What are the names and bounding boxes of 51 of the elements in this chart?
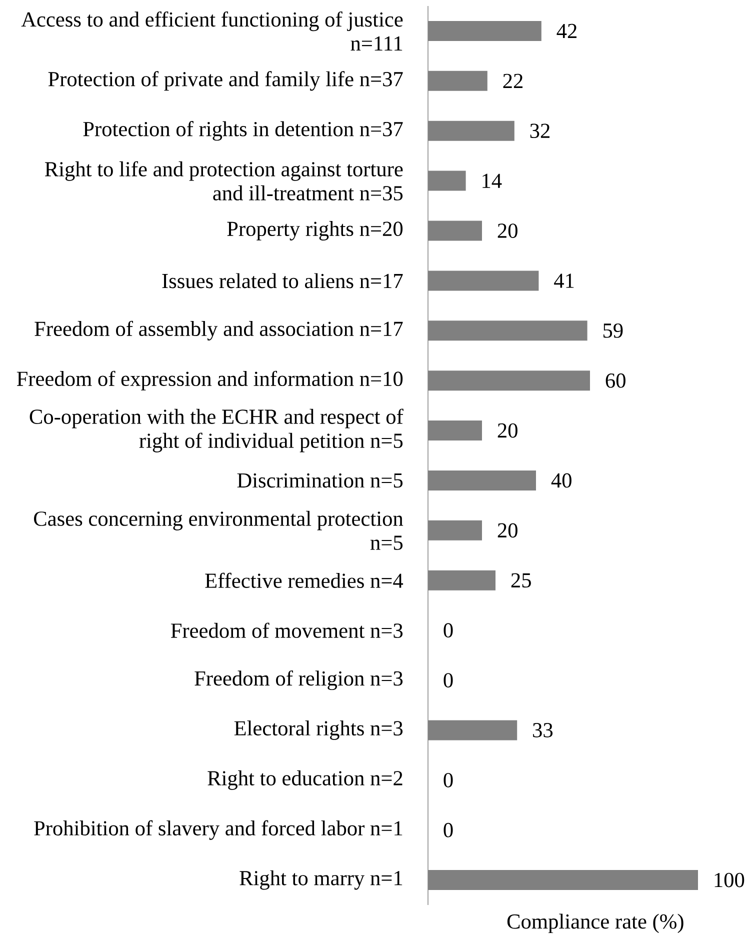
y-tick-label: Protection of private and family life n=37 xyxy=(48,71,403,91)
data-label: 14 xyxy=(482,174,502,188)
y-tick-label: Freedom of religion n=3 xyxy=(194,670,403,690)
data-label: 22 xyxy=(503,74,522,88)
y-tick-label: Discrimination n=5 xyxy=(237,473,403,488)
bar xyxy=(428,20,542,41)
bar xyxy=(428,420,482,441)
bar xyxy=(428,470,536,490)
data-label: 59 xyxy=(603,323,623,338)
bar xyxy=(428,520,482,540)
y-tick-label: Cases concerning environmental protection n=5 xyxy=(34,510,404,550)
y-tick-label: Effective remedies n=4 xyxy=(205,572,404,588)
bar xyxy=(428,170,466,191)
y-tick-label: Prohibition of slavery and forced labor n=1 xyxy=(34,820,402,840)
data-label: 25 xyxy=(511,573,531,588)
y-tick-label: Freedom of expression and information n=10 xyxy=(16,370,403,390)
y-tick-label: Protection of rights in detention n=37 xyxy=(83,121,403,141)
y-tick-label: Co-operation with the ECHR and respect of right of individual petition n=5 xyxy=(30,408,404,452)
data-label: 20 xyxy=(498,523,518,538)
bar xyxy=(428,320,588,341)
data-label: 20 xyxy=(498,224,518,238)
data-label: 0 xyxy=(444,822,453,838)
y-tick-label: Freedom of movement n=3 xyxy=(170,622,403,638)
data-label: 33 xyxy=(533,723,553,738)
y-tick-label: Issues related to aliens n=17 xyxy=(162,273,403,288)
y-tick-label: Right to education n=2 xyxy=(208,770,402,790)
data-label: 41 xyxy=(554,274,574,288)
data-label: 60 xyxy=(606,373,626,388)
bar xyxy=(428,870,698,890)
data-label: 0 xyxy=(444,623,453,638)
bar xyxy=(428,70,488,91)
data-label: 32 xyxy=(530,124,550,138)
x-axis-title: Compliance rate (%) xyxy=(507,914,684,934)
y-tick-label: Property rights n=20 xyxy=(227,221,403,240)
data-label: 100 xyxy=(714,872,744,888)
y-tick-label: Right to life and protection against torture and ill-treatment n=35 xyxy=(44,161,403,200)
y-tick-label: Freedom of assembly and association n=17 xyxy=(34,320,403,340)
bar xyxy=(428,720,518,740)
bar xyxy=(428,270,539,291)
bar xyxy=(428,220,482,241)
bar xyxy=(428,370,590,391)
y-tick-label: Access to and efficient functioning of justice n=111 xyxy=(21,11,403,50)
data-label: 20 xyxy=(498,423,518,438)
data-label: 0 xyxy=(444,673,453,688)
bar xyxy=(428,120,514,141)
y-tick-label: Right to marry n=1 xyxy=(240,870,402,890)
bar xyxy=(428,570,496,590)
y-tick-label: Electoral rights n=3 xyxy=(234,720,403,740)
data-label: 40 xyxy=(551,473,572,488)
data-label: 42 xyxy=(556,24,576,38)
data-label: 0 xyxy=(444,772,453,788)
